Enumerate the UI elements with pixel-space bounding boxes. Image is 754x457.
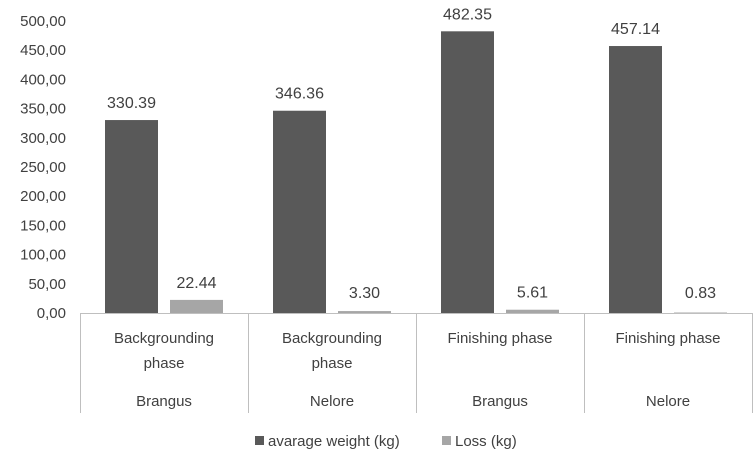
weight-bar — [273, 110, 326, 313]
loss-bar — [506, 309, 559, 313]
y-tick-label: 400,00 — [20, 71, 66, 88]
weight-data-label: 482.35 — [443, 6, 492, 23]
weight-data-label: 457.14 — [611, 21, 660, 38]
phase-label: Backgrounding — [114, 330, 214, 347]
loss-bar — [338, 311, 391, 313]
loss-bar — [170, 299, 223, 313]
y-tick-label: 200,00 — [20, 188, 66, 205]
phase-label: Finishing phase — [615, 330, 720, 347]
loss-data-label: 5.61 — [517, 285, 548, 302]
y-tick-label: 150,00 — [20, 217, 66, 234]
loss-data-label: 22.44 — [176, 275, 216, 292]
y-tick-label: 450,00 — [20, 42, 66, 59]
legend-label-weight: avarage weight (kg) — [268, 433, 400, 450]
y-tick-label: 300,00 — [20, 130, 66, 147]
weight-bar — [105, 120, 158, 313]
weight-data-label: 330.39 — [107, 95, 156, 112]
y-tick-label: 50,00 — [28, 276, 66, 293]
legend-swatch-loss — [442, 436, 451, 445]
breed-label: Brangus — [472, 393, 528, 410]
y-tick-label: 100,00 — [20, 247, 66, 264]
breed-label: Nelore — [646, 393, 690, 410]
legend-swatch-weight — [255, 436, 264, 445]
breed-label: Brangus — [136, 393, 192, 410]
breed-label: Nelore — [310, 393, 354, 410]
phase-label: Backgrounding — [282, 330, 382, 347]
y-tick-label: 350,00 — [20, 101, 66, 118]
phase-label: phase — [144, 355, 185, 372]
data-labels: 330.39 22.44 346.36 3.30 482.35 5.61 457.14 0.8… — [107, 6, 716, 302]
weight-bar — [609, 46, 662, 313]
loss-bar — [674, 312, 727, 314]
y-tick-label: 500,00 — [20, 13, 66, 30]
loss-data-label: 3.30 — [349, 285, 380, 302]
y-tick-label: 0,00 — [37, 305, 66, 322]
x-axis: Backgrounding phase Brangus Backgrounding ph… — [80, 313, 753, 413]
y-tick-label: 250,00 — [20, 159, 66, 176]
loss-data-label: 0.83 — [685, 285, 716, 302]
y-axis-ticks: 0,00 50,00 100,00 150,00 200,00 250,00 300,00 3… — [20, 13, 66, 322]
weight-bar — [441, 31, 494, 314]
bars — [105, 31, 727, 314]
legend-label-loss: Loss (kg) — [455, 433, 517, 450]
phase-label: phase — [312, 355, 353, 372]
weight-data-label: 346.36 — [275, 86, 324, 103]
legend: avarage weight (kg) Loss (kg) — [255, 433, 517, 450]
phase-label: Finishing phase — [447, 330, 552, 347]
